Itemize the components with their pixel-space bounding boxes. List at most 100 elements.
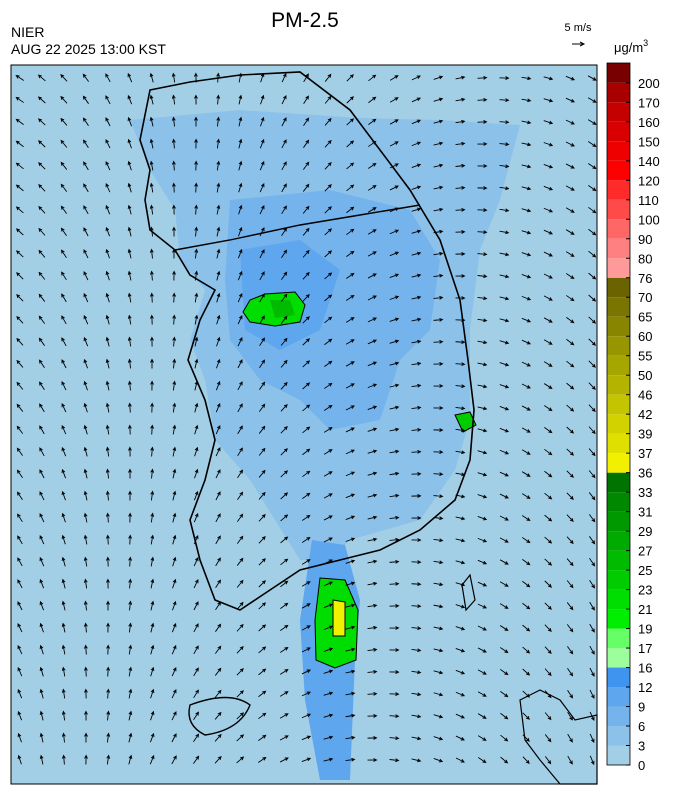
wind-arrow [411,317,422,322]
wind-arrow [345,625,356,630]
wind-arrow [302,470,311,478]
wind-arrow [17,732,22,743]
colorbar-label: 170 [638,95,660,110]
wind-arrow [105,182,111,193]
wind-arrow [543,76,554,81]
wind-arrow [238,138,243,149]
wind-arrow [565,75,576,81]
wind-arrow [543,361,553,367]
wind-arrow [544,756,552,765]
wind-arrow [61,359,67,369]
wind-arrow [565,119,575,125]
wind-arrow [589,579,595,589]
wind-arrow [193,755,200,764]
colorbar-label: 90 [638,232,652,247]
wind-arrow [216,358,221,369]
wind-arrow [258,646,267,654]
colorbar-label: 16 [638,661,652,676]
wind-arrow [61,446,67,457]
wind-arrow [588,382,596,390]
wind-arrow [477,318,488,323]
wind-arrow [588,206,597,214]
wind-arrow [324,206,332,214]
wind-arrow [260,72,265,83]
wind-arrow [259,138,265,149]
wind-arrow [323,603,334,609]
wind-arrow [194,116,198,127]
wind-arrow [477,384,488,389]
wind-arrow [543,383,553,389]
wind-arrow [302,514,311,521]
wind-arrow [83,205,89,215]
colorbar-label: 65 [638,310,652,325]
wind-arrow [499,362,510,367]
colorbar-segment [607,355,630,376]
wind-arrow [215,557,221,567]
wind-arrow [477,516,488,521]
wind-arrow [236,690,244,698]
wind-arrow [433,295,444,300]
wind-arrow [411,185,422,190]
wind-arrow [216,138,221,149]
wind-arrow [281,72,287,83]
wind-arrow [455,428,466,433]
wind-arrow [301,603,311,609]
wind-arrow [565,141,575,147]
colorbar-label: 60 [638,329,652,344]
wind-arrow [345,361,355,367]
wind-arrow [260,94,265,105]
wind-arrow [128,490,132,501]
map [10,64,598,785]
colorbar-segment [607,453,630,473]
colorbar-label: 0 [638,758,645,773]
wind-arrow [83,490,88,501]
wind-arrow [39,381,45,391]
wind-arrow [127,94,133,105]
wind-arrow [368,96,377,104]
wind-arrow [588,360,596,368]
wind-arrow [500,647,509,654]
wind-arrow [345,603,356,608]
colorbar-label: 76 [638,271,652,286]
wind-arrow [455,384,466,389]
colorbar-label: 21 [638,602,652,617]
wind-arrow [477,735,487,741]
wind-arrow [61,512,66,523]
wind-arrow [455,185,466,190]
wind-arrow [237,314,243,325]
colorbar-segment [607,726,630,746]
wind-arrow [127,116,132,127]
wind-arrow [588,185,597,192]
wind-arrow [389,185,399,191]
wind-arrow [15,206,24,214]
wind-arrow [258,447,266,456]
wind-arrow [193,733,200,742]
colorbar-label: 19 [638,622,652,637]
wind-arrow [499,537,509,543]
colorbar-segment [607,472,630,493]
wind-arrow [38,249,46,258]
wind-arrow [106,710,111,721]
colorbar-label: 3 [638,739,645,754]
wind-arrow [105,336,110,347]
wind-arrow [150,468,155,479]
wind-arrow [499,449,510,455]
wind-arrow [433,97,444,102]
wind-arrow [105,226,111,237]
wind-arrow [589,601,595,611]
wind-arrow [150,688,155,699]
wind-arrow [238,182,243,193]
wind-arrow [172,402,177,413]
wind-arrow [345,647,356,652]
wind-arrow [346,162,355,170]
wind-arrow [39,622,44,633]
wind-arrow [37,74,46,82]
wind-arrow [149,138,154,149]
wind-arrow [367,427,378,432]
wind-arrow [499,515,509,521]
wind-arrow [367,361,378,367]
wind-arrow [367,603,378,608]
wind-arrow [411,163,422,168]
wind-arrow [61,556,66,567]
colorbar-segment [607,258,630,278]
